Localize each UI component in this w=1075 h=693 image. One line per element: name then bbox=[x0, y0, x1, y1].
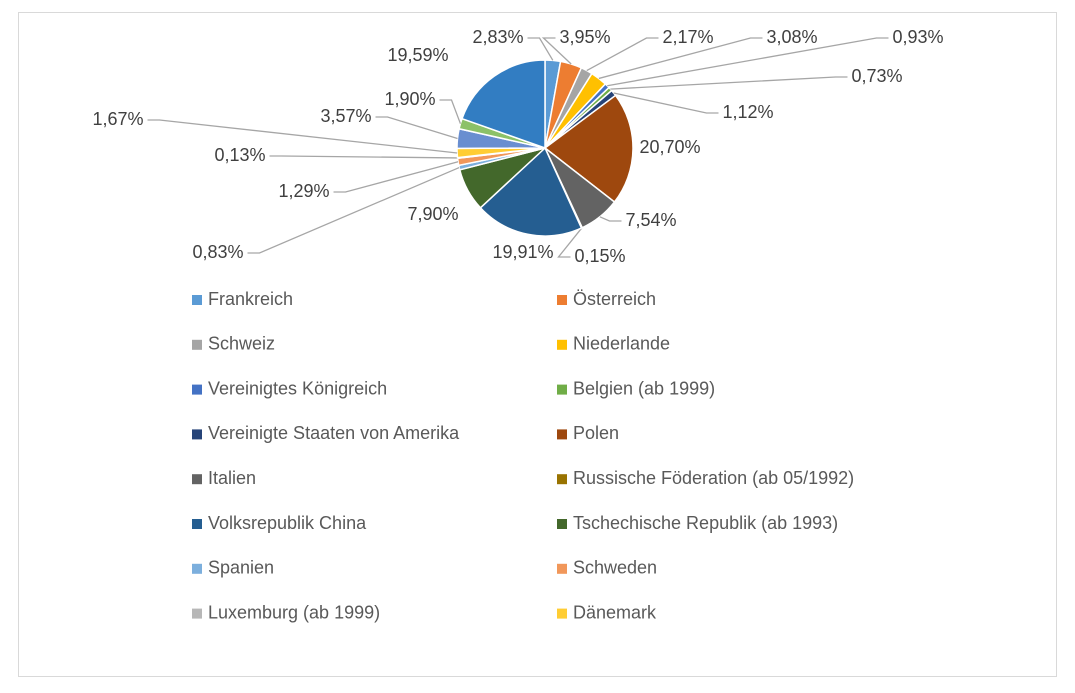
data-label: 7,90% bbox=[407, 204, 458, 224]
legend-label: Volksrepublik China bbox=[208, 513, 367, 533]
data-label: 3,08% bbox=[766, 27, 817, 47]
legend-label: Schweiz bbox=[208, 334, 275, 354]
leader-line bbox=[439, 99, 462, 124]
legend-swatch bbox=[192, 339, 202, 350]
legend-label: Vereinigte Staaten von Amerika bbox=[208, 423, 460, 443]
leader-line bbox=[599, 216, 622, 222]
leader-line bbox=[247, 166, 460, 254]
data-label: 19,91% bbox=[492, 242, 553, 262]
legend-swatch bbox=[557, 295, 567, 305]
legend-label: Dänemark bbox=[573, 602, 657, 622]
data-label: 19,59% bbox=[387, 45, 448, 65]
legend-label: Österreich bbox=[573, 289, 656, 309]
leader-line bbox=[610, 76, 848, 90]
leader-line bbox=[607, 37, 889, 87]
legend-label: Polen bbox=[573, 423, 619, 443]
legend-swatch bbox=[557, 339, 567, 350]
data-label: 3,57% bbox=[320, 106, 371, 126]
legend-label: Italien bbox=[208, 468, 256, 488]
legend-swatch bbox=[192, 429, 202, 440]
data-label: 1,67% bbox=[92, 109, 143, 129]
data-label: 3,95% bbox=[559, 27, 610, 47]
leader-line bbox=[333, 161, 459, 193]
leader-line bbox=[147, 119, 458, 154]
leader-line bbox=[375, 116, 458, 140]
legend-label: Frankreich bbox=[208, 289, 293, 309]
data-label: 1,90% bbox=[384, 89, 435, 109]
legend-swatch bbox=[192, 295, 202, 305]
leader-line bbox=[269, 155, 458, 159]
data-label: 0,93% bbox=[892, 27, 943, 47]
data-label: 0,83% bbox=[192, 242, 243, 262]
leader-line bbox=[541, 37, 572, 65]
data-label: 2,17% bbox=[662, 27, 713, 47]
legend-label: Russische Föderation (ab 05/1992) bbox=[573, 468, 854, 488]
legend-label: Tschechische Republik (ab 1993) bbox=[573, 513, 838, 533]
data-label: 0,15% bbox=[574, 246, 625, 266]
pie-slice bbox=[461, 59, 546, 150]
pie-slice bbox=[543, 94, 634, 204]
data-label: 7,54% bbox=[625, 210, 676, 230]
legend-swatch bbox=[557, 519, 567, 529]
legend-label: Vereinigtes Königreich bbox=[208, 378, 387, 398]
pie-slice bbox=[479, 146, 583, 237]
data-label: 1,29% bbox=[278, 181, 329, 201]
leader-line bbox=[613, 92, 719, 114]
legend-label: Schweden bbox=[573, 558, 657, 578]
legend-swatch bbox=[557, 429, 567, 440]
legend-swatch bbox=[192, 608, 202, 619]
legend-swatch bbox=[192, 519, 202, 529]
legend-swatch bbox=[192, 563, 202, 574]
legend-label: Belgien (ab 1999) bbox=[573, 378, 715, 398]
data-label: 0,73% bbox=[851, 66, 902, 86]
data-label: 1,12% bbox=[722, 102, 773, 122]
legend-swatch bbox=[557, 384, 567, 395]
legend-label: Niederlande bbox=[573, 334, 670, 354]
data-label: 2,83% bbox=[472, 27, 523, 47]
legend-swatch bbox=[557, 608, 567, 619]
legend-swatch bbox=[557, 474, 567, 485]
legend-label: Spanien bbox=[208, 558, 274, 578]
leader-line bbox=[586, 37, 659, 72]
leader-line bbox=[598, 37, 763, 80]
legend-label: Luxemburg (ab 1999) bbox=[208, 602, 380, 622]
leader-line bbox=[527, 37, 554, 61]
legend-swatch bbox=[192, 384, 202, 395]
leader-line bbox=[557, 227, 583, 258]
legend-swatch bbox=[557, 563, 567, 574]
data-label: 0,13% bbox=[214, 145, 265, 165]
legend-swatch bbox=[192, 474, 202, 485]
data-label: 20,70% bbox=[639, 137, 700, 157]
